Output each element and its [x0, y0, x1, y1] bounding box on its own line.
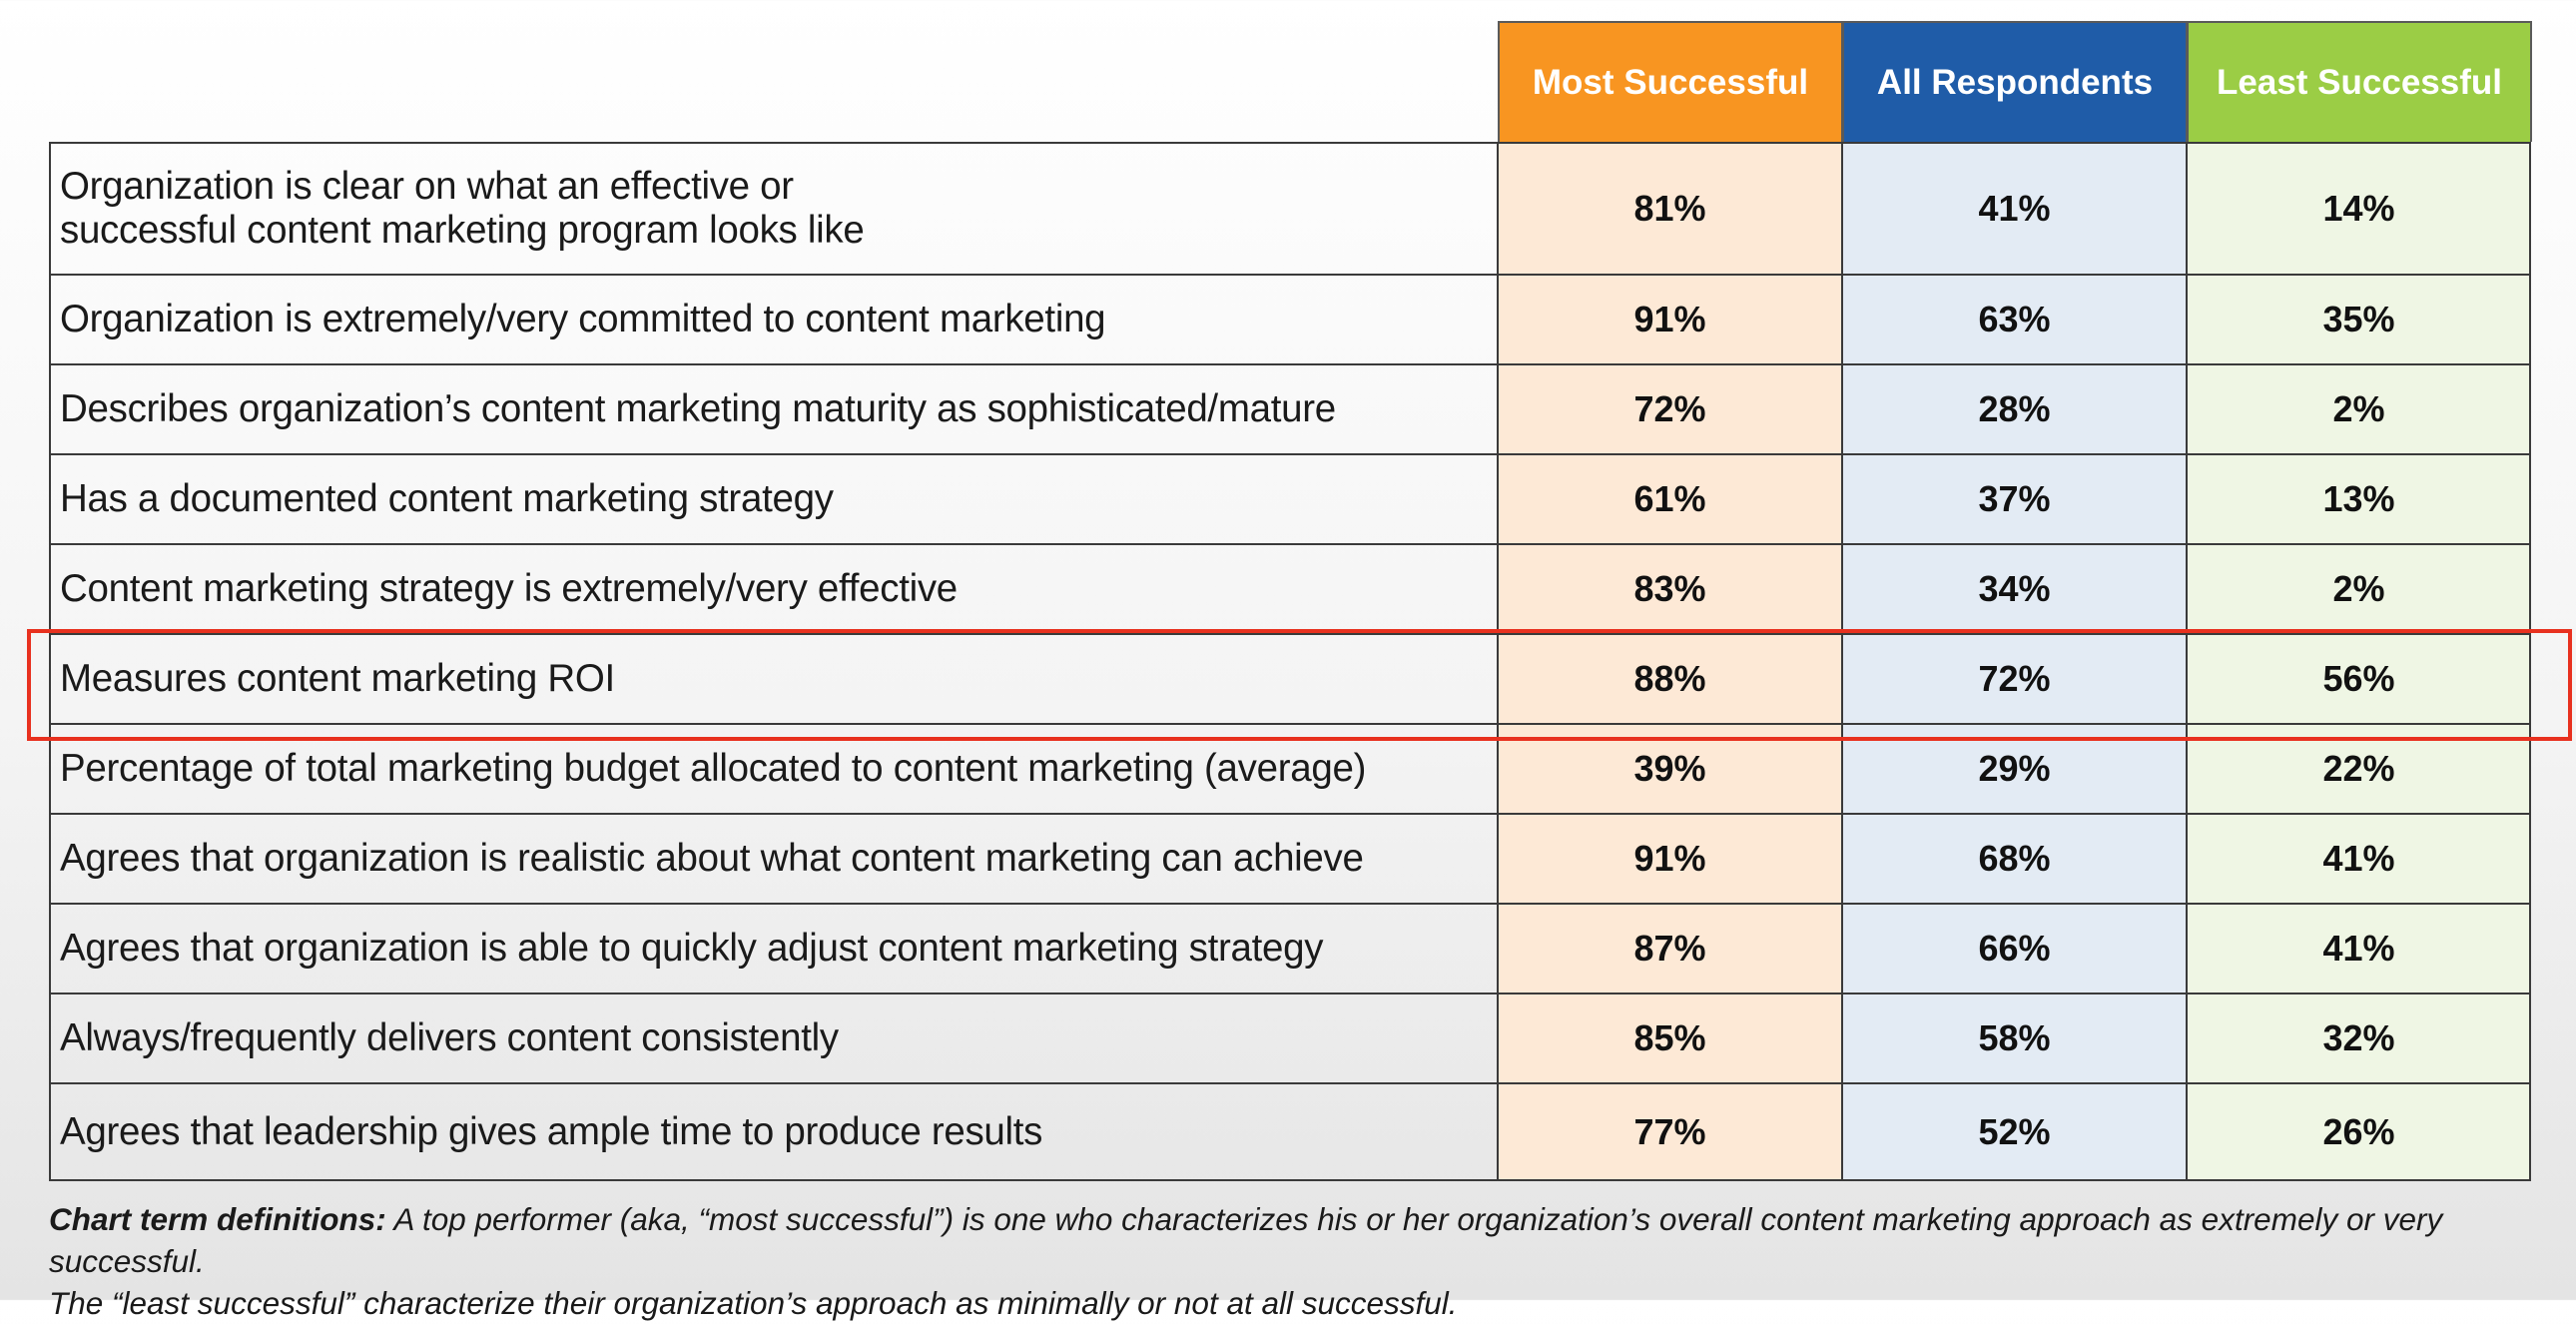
row-label: Measures content marketing ROI — [60, 635, 1478, 723]
value-cell-most-successful: 85% — [1633, 1017, 1706, 1058]
value-cell-most-successful: 87% — [1633, 928, 1706, 969]
row-divider — [49, 543, 2531, 545]
value-cell-least-successful: 2% — [2332, 568, 2385, 609]
value-cell-most-successful: 88% — [1633, 658, 1706, 699]
row-divider — [49, 453, 2531, 455]
row-label-line: Agrees that organization is realistic ab… — [60, 837, 1364, 880]
row-label: Always/frequently delivers content consi… — [60, 994, 1478, 1082]
header-least-successful: Least Successful — [2187, 21, 2532, 142]
row-label-line: Measures content marketing ROI — [60, 657, 615, 700]
value-cell-most-successful: 39% — [1633, 748, 1706, 789]
row-label: Describes organization’s content marketi… — [60, 365, 1478, 453]
row-label-line: Always/frequently delivers content consi… — [60, 1016, 839, 1059]
value-cell-most-successful: 72% — [1633, 388, 1706, 429]
column-divider — [2186, 142, 2188, 1181]
value-cell-most-successful: 83% — [1633, 568, 1706, 609]
value-cell-all-respondents: 37% — [1978, 478, 2051, 519]
row-label-line: Percentage of total marketing budget all… — [60, 747, 1367, 790]
footnote-term: Chart term definitions: — [49, 1201, 386, 1237]
table-frame — [49, 142, 2531, 1181]
row-divider — [49, 633, 2531, 635]
value-cell-all-respondents: 34% — [1978, 568, 2051, 609]
value-cell-most-successful: 91% — [1633, 838, 1706, 879]
row-label-line: Agrees that leadership gives ample time … — [60, 1109, 1043, 1153]
value-cell-all-respondents: 68% — [1978, 838, 2051, 879]
value-cell-least-successful: 14% — [2322, 188, 2395, 229]
value-cell-least-successful: 13% — [2322, 478, 2395, 519]
value-cell-all-respondents: 72% — [1978, 658, 2051, 699]
footnote-line-2: The “least successful” characterize thei… — [49, 1285, 1458, 1321]
value-cell-least-successful: 32% — [2322, 1017, 2395, 1058]
row-label: Organization is clear on what an effecti… — [60, 144, 1478, 274]
value-cell-least-successful: 41% — [2322, 838, 2395, 879]
value-cell-most-successful: 81% — [1633, 188, 1706, 229]
value-cell-most-successful: 61% — [1633, 478, 1706, 519]
row-label-line: successful content marketing program loo… — [60, 209, 865, 252]
value-cell-all-respondents: 28% — [1978, 388, 2051, 429]
row-label: Agrees that organization is realistic ab… — [60, 815, 1478, 903]
value-cell-most-successful: 77% — [1633, 1110, 1706, 1152]
header-all-respondents: All Respondents — [1842, 21, 2188, 142]
row-label-line: Content marketing strategy is extremely/… — [60, 567, 958, 610]
header-most-successful: Most Successful — [1498, 21, 1843, 142]
row-divider — [49, 274, 2531, 276]
row-divider — [49, 813, 2531, 815]
footnote-line-1: A top performer (aka, “most successful”)… — [49, 1201, 2443, 1279]
row-divider — [49, 1082, 2531, 1084]
row-divider — [49, 993, 2531, 994]
all-respondents-column-bg — [1843, 144, 2186, 1179]
row-label-line: Organization is extremely/very committed… — [60, 298, 1106, 340]
value-cell-all-respondents: 52% — [1978, 1110, 2051, 1152]
value-cell-least-successful: 22% — [2322, 748, 2395, 789]
row-divider — [49, 903, 2531, 905]
value-cell-least-successful: 26% — [2322, 1110, 2395, 1152]
row-label-line: Agrees that organization is able to quic… — [60, 927, 1324, 970]
row-label: Content marketing strategy is extremely/… — [60, 545, 1478, 633]
row-label: Organization is extremely/very committed… — [60, 276, 1478, 363]
value-cell-all-respondents: 58% — [1978, 1017, 2051, 1058]
row-divider — [49, 363, 2531, 365]
most-successful-column-bg — [1499, 144, 1841, 1179]
value-cell-least-successful: 41% — [2322, 928, 2395, 969]
value-cell-most-successful: 91% — [1633, 299, 1706, 339]
chart-footnote: Chart term definitions: A top performer … — [49, 1198, 2545, 1324]
column-divider — [1497, 142, 1499, 1181]
value-cell-all-respondents: 66% — [1978, 928, 2051, 969]
value-cell-least-successful: 2% — [2332, 388, 2385, 429]
row-label-line: Has a documented content marketing strat… — [60, 477, 834, 520]
row-label-line: Describes organization’s content marketi… — [60, 387, 1336, 430]
row-label: Agrees that leadership gives ample time … — [60, 1084, 1478, 1179]
row-label: Has a documented content marketing strat… — [60, 455, 1478, 543]
value-cell-all-respondents: 41% — [1978, 188, 2051, 229]
row-label: Agrees that organization is able to quic… — [60, 905, 1478, 993]
row-label: Percentage of total marketing budget all… — [60, 725, 1478, 813]
value-cell-all-respondents: 63% — [1978, 299, 2051, 339]
least-successful-column-bg — [2188, 144, 2530, 1179]
value-cell-least-successful: 35% — [2322, 299, 2395, 339]
value-cell-all-respondents: 29% — [1978, 748, 2051, 789]
row-label-line: Organization is clear on what an effecti… — [60, 165, 794, 208]
column-divider — [1841, 142, 1843, 1181]
value-cell-least-successful: 56% — [2322, 658, 2395, 699]
row-divider — [49, 723, 2531, 725]
